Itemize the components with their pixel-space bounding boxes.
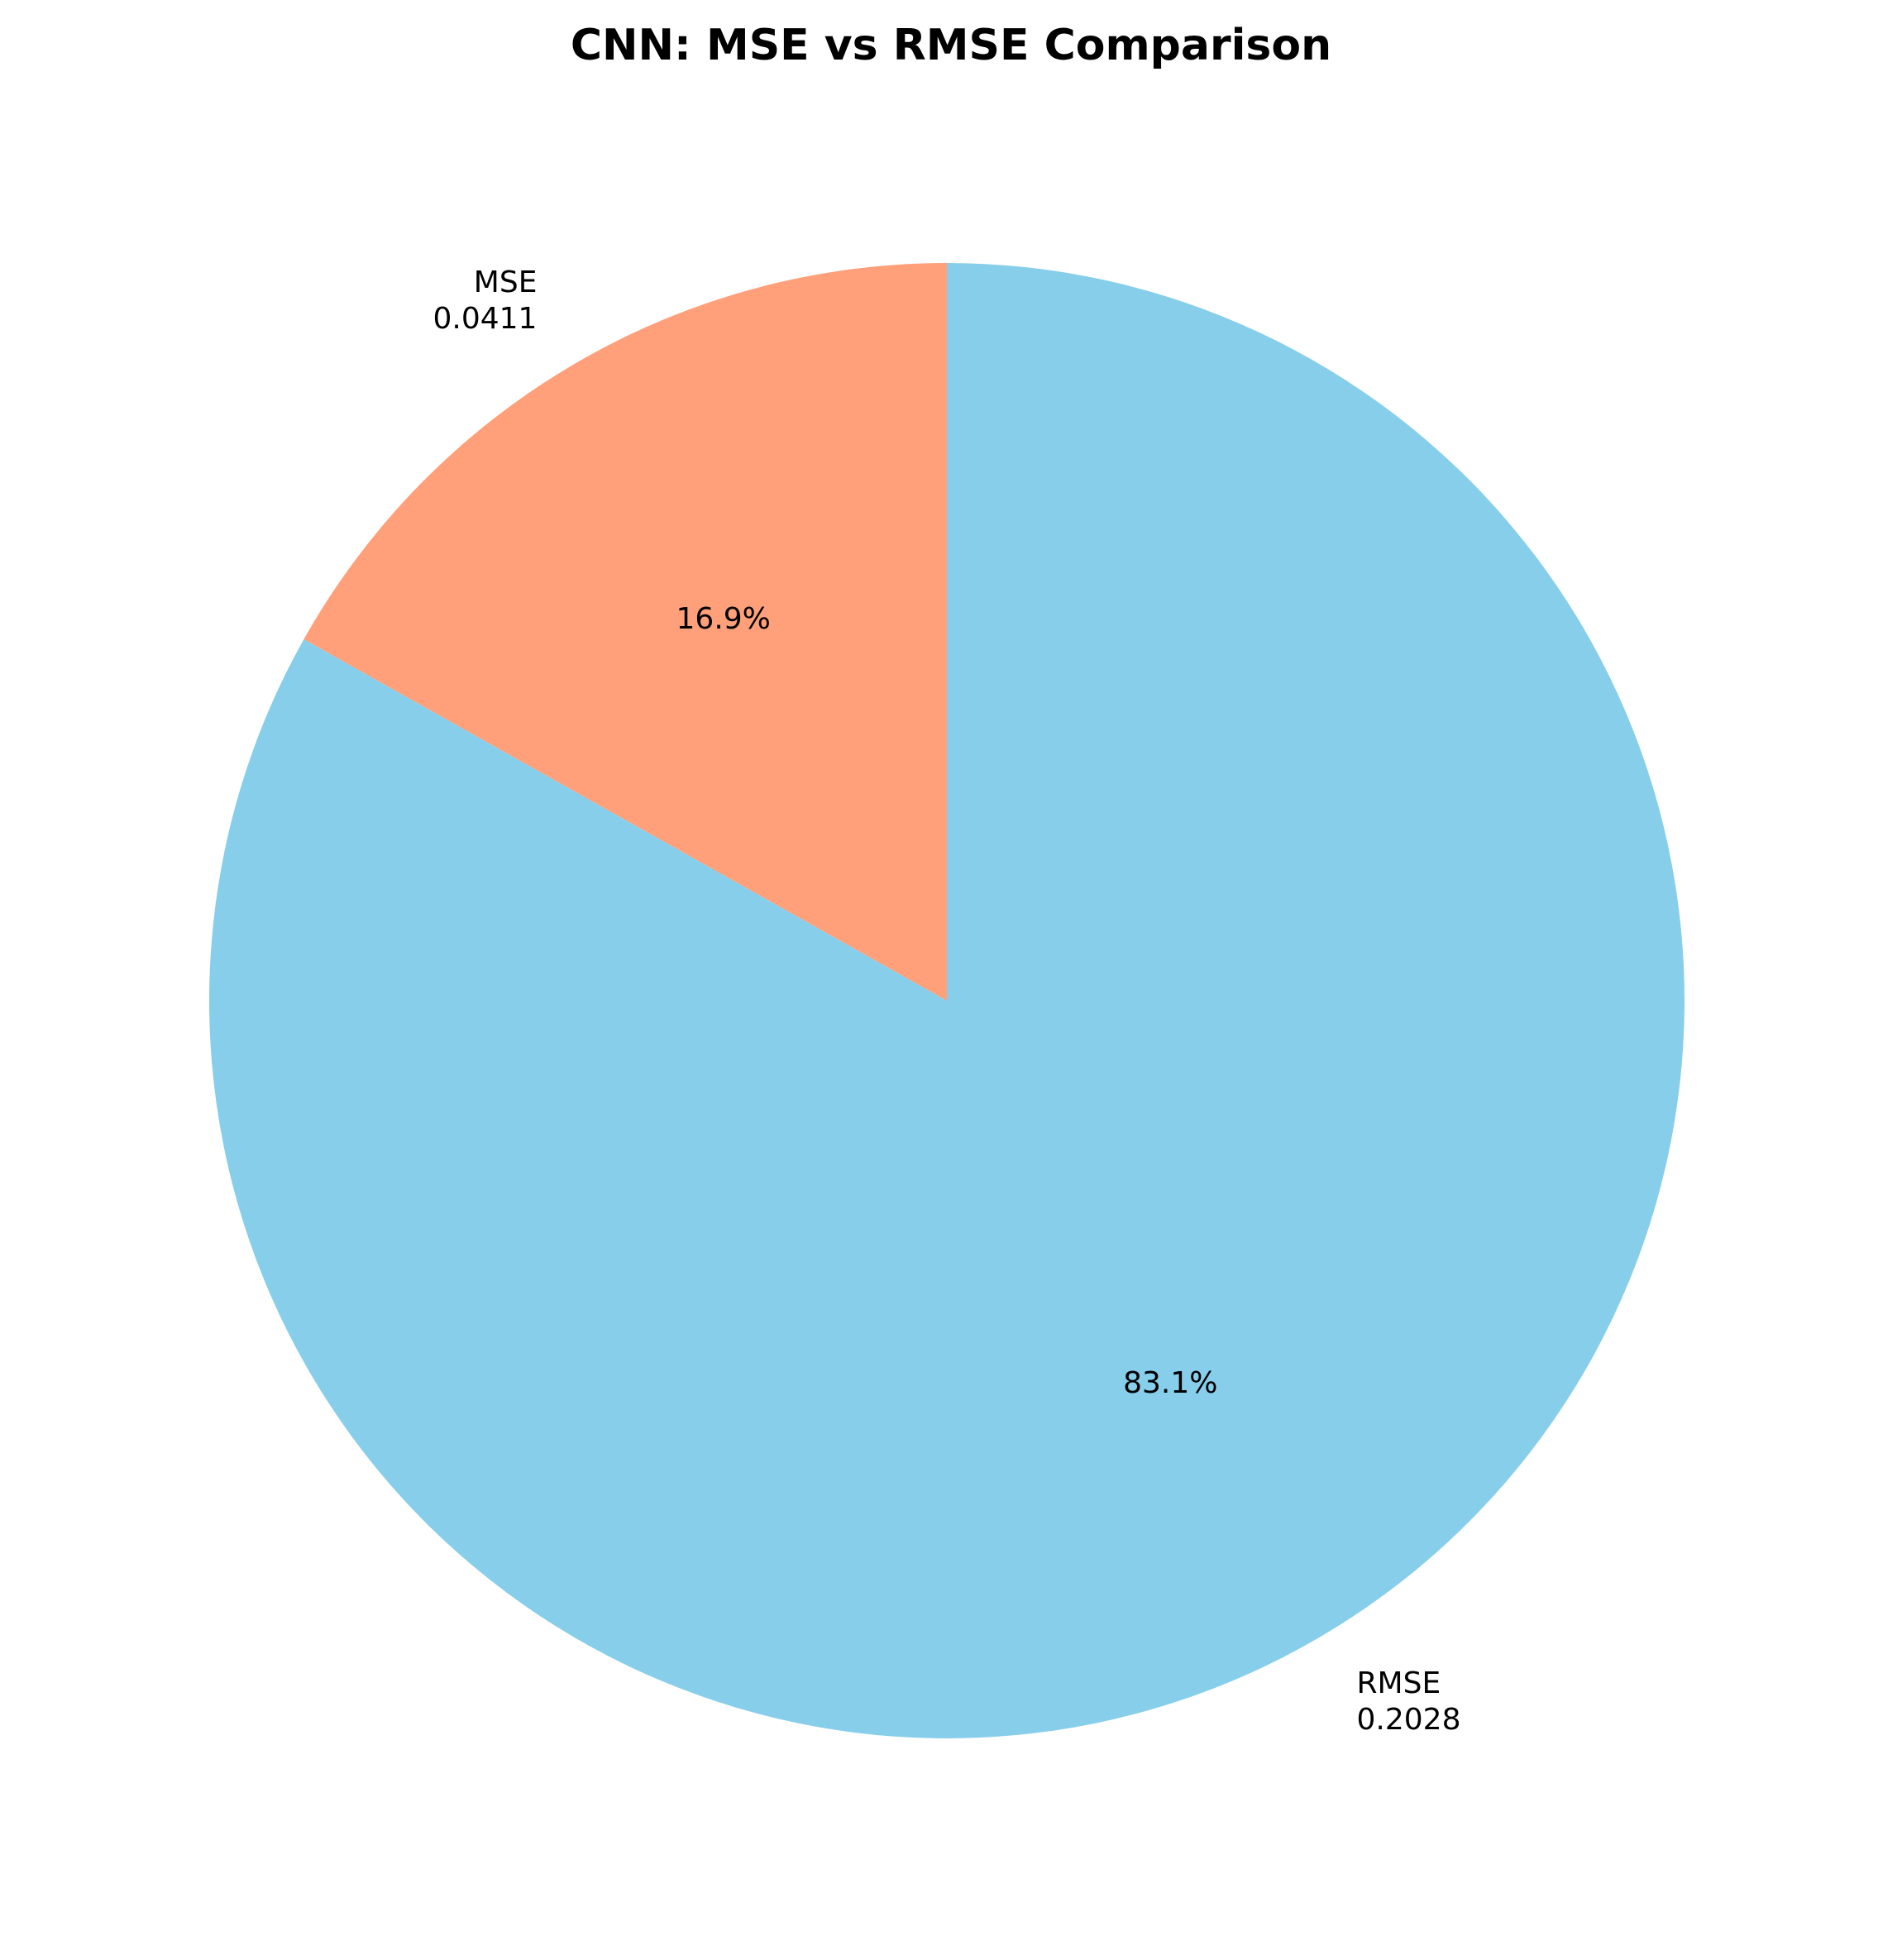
slice-category-label: MSE (474, 265, 538, 299)
slice-value-label: 0.0411 (433, 302, 538, 336)
slice-label-mse: MSE 0.0411 (433, 265, 538, 336)
percent-label-rmse: 83.1% (1123, 1366, 1217, 1400)
pie-slices (209, 263, 1685, 1738)
slice-label-rmse: RMSE 0.2028 (1357, 1666, 1461, 1737)
pie-labels: MSE 0.0411 16.9% RMSE 0.2028 83.1% (433, 265, 1461, 1737)
pie-slice-rmse (209, 263, 1685, 1738)
chart-title: CNN: MSE vs RMSE Comparison (571, 21, 1331, 70)
slice-value-label: 0.2028 (1357, 1703, 1461, 1737)
percent-label-mse: 16.9% (676, 602, 771, 636)
pie-slice-mse (303, 263, 947, 1001)
slice-category-label: RMSE (1357, 1666, 1441, 1700)
